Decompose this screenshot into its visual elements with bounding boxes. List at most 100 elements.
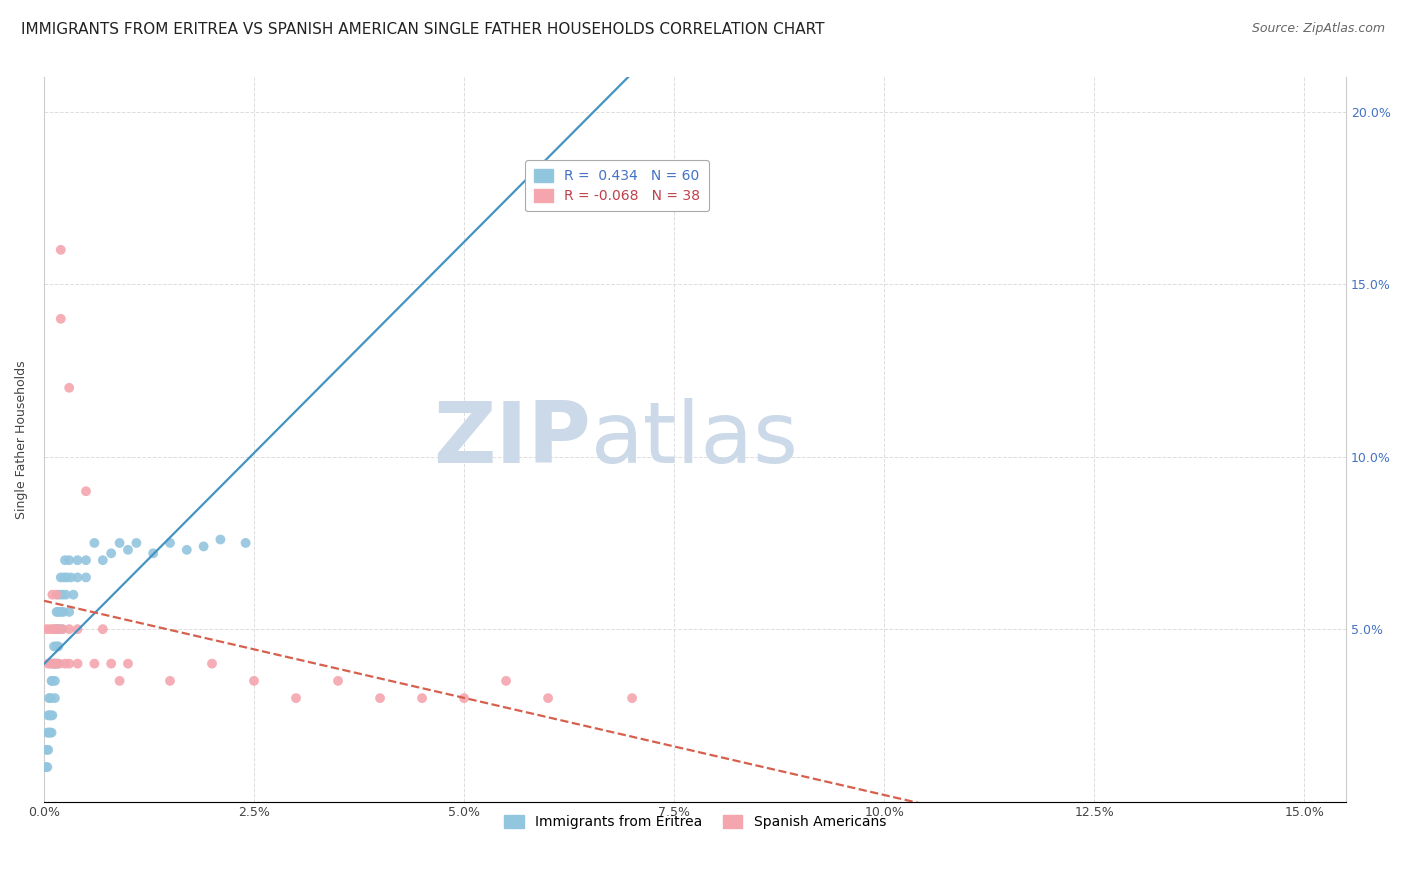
- Point: [66, 657, 89, 671]
- Point: [39, 708, 62, 723]
- Point: [117, 657, 139, 671]
- Point: [49, 605, 72, 619]
- Point: [37, 743, 59, 757]
- Point: [53, 657, 76, 671]
- Point: [51, 588, 73, 602]
- Point: [193, 540, 215, 554]
- Point: [45, 640, 67, 654]
- Point: [108, 536, 131, 550]
- Point: [45, 605, 67, 619]
- Point: [39, 691, 62, 706]
- Point: [159, 536, 181, 550]
- Point: [41, 725, 63, 739]
- Point: [41, 673, 63, 688]
- Point: [42, 657, 65, 671]
- Point: [41, 588, 63, 602]
- Point: [45, 588, 67, 602]
- Point: [108, 673, 131, 688]
- Point: [41, 622, 63, 636]
- Point: [75, 570, 97, 584]
- Point: [58, 622, 80, 636]
- Point: [100, 546, 122, 560]
- Point: [91, 622, 114, 636]
- Point: [201, 657, 224, 671]
- Point: [42, 657, 65, 671]
- Point: [38, 725, 60, 739]
- Point: [38, 622, 60, 636]
- Point: [495, 673, 517, 688]
- Point: [66, 622, 89, 636]
- Point: [48, 588, 70, 602]
- Point: [58, 605, 80, 619]
- Point: [38, 691, 60, 706]
- Point: [159, 673, 181, 688]
- Point: [100, 657, 122, 671]
- Point: [49, 311, 72, 326]
- Point: [83, 657, 105, 671]
- Text: Source: ZipAtlas.com: Source: ZipAtlas.com: [1251, 22, 1385, 36]
- Point: [46, 657, 69, 671]
- Point: [53, 570, 76, 584]
- Point: [51, 622, 73, 636]
- Point: [45, 657, 67, 671]
- Point: [44, 673, 66, 688]
- Point: [48, 657, 70, 671]
- Point: [66, 570, 89, 584]
- Point: [46, 622, 69, 636]
- Point: [66, 553, 89, 567]
- Point: [243, 673, 266, 688]
- Point: [209, 533, 232, 547]
- Text: atlas: atlas: [591, 398, 799, 481]
- Point: [46, 640, 69, 654]
- Y-axis label: Single Father Households: Single Father Households: [15, 360, 28, 519]
- Text: IMMIGRANTS FROM ERITREA VS SPANISH AMERICAN SINGLE FATHER HOUSEHOLDS CORRELATION: IMMIGRANTS FROM ERITREA VS SPANISH AMERI…: [21, 22, 824, 37]
- Point: [51, 622, 73, 636]
- Point: [83, 536, 105, 550]
- Point: [91, 553, 114, 567]
- Point: [621, 691, 644, 706]
- Point: [368, 691, 391, 706]
- Point: [45, 622, 67, 636]
- Point: [285, 691, 308, 706]
- Point: [37, 725, 59, 739]
- Point: [46, 605, 69, 619]
- Point: [453, 691, 475, 706]
- Point: [41, 657, 63, 671]
- Point: [58, 553, 80, 567]
- Point: [75, 553, 97, 567]
- Point: [62, 588, 84, 602]
- Point: [142, 546, 165, 560]
- Point: [37, 708, 59, 723]
- Point: [41, 673, 63, 688]
- Point: [48, 622, 70, 636]
- Point: [44, 622, 66, 636]
- Point: [52, 605, 75, 619]
- Point: [55, 588, 77, 602]
- Point: [45, 657, 67, 671]
- Point: [44, 691, 66, 706]
- Point: [46, 622, 69, 636]
- Point: [49, 243, 72, 257]
- Point: [37, 760, 59, 774]
- Point: [55, 570, 77, 584]
- Point: [53, 553, 76, 567]
- Point: [39, 657, 62, 671]
- Point: [176, 542, 198, 557]
- Point: [38, 725, 60, 739]
- Point: [35, 622, 58, 636]
- Point: [117, 542, 139, 557]
- Point: [42, 640, 65, 654]
- Point: [41, 708, 63, 723]
- Point: [58, 657, 80, 671]
- Point: [59, 570, 82, 584]
- Point: [326, 673, 349, 688]
- Point: [75, 484, 97, 499]
- Point: [35, 743, 58, 757]
- Point: [125, 536, 148, 550]
- Legend: Immigrants from Eritrea, Spanish Americans: Immigrants from Eritrea, Spanish America…: [499, 809, 891, 834]
- Point: [37, 657, 59, 671]
- Point: [38, 708, 60, 723]
- Point: [411, 691, 433, 706]
- Point: [34, 760, 56, 774]
- Point: [58, 381, 80, 395]
